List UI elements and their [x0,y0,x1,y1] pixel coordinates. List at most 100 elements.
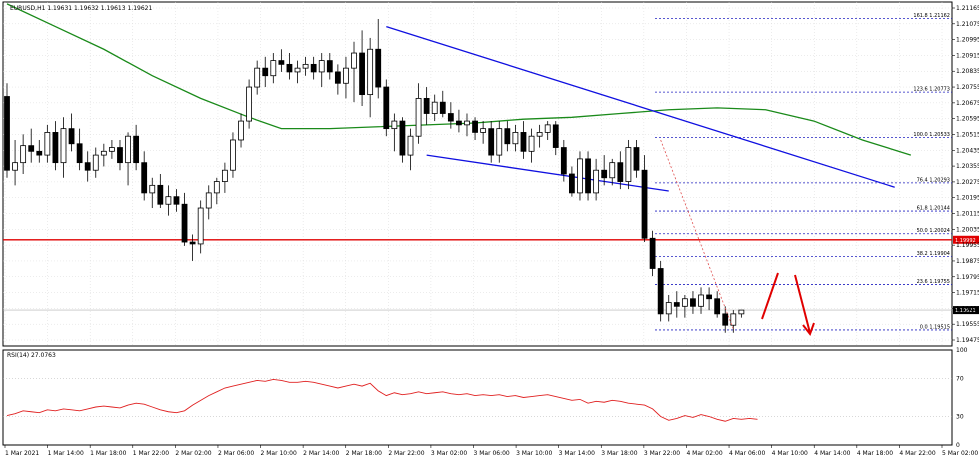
candles [4,19,745,333]
y-tick-label: 1.20595 [956,116,979,123]
y-tick-label: 1.19795 [956,274,979,281]
bear-candle [552,124,559,148]
bull-candle [294,67,301,73]
x-tick-label: 2 Mar 14:00 [303,450,339,457]
bear-candle [359,52,365,96]
x-tick-label: 2 Mar 22:00 [388,450,424,457]
bull-candle [92,154,99,171]
bear-candle [173,196,180,205]
x-axis: 1 Mar 2021 1 Mar 14:00 1 Mar 18:00 1 Mar 22… [4,445,978,457]
rsi-tick-label: 100 [956,347,968,354]
bull-candle [351,52,357,69]
fib-label: 123.6 1.20773 [913,87,950,93]
fib-label: 100.0 1.20533 [913,132,950,138]
bear-candle [657,268,664,315]
bear-candle [714,298,721,315]
bear-candle [488,128,495,156]
bull-candle [528,135,535,152]
bull-candle [12,162,18,171]
projection [660,139,815,337]
y-tick-label: 1.19875 [956,258,979,265]
bull-candle [593,169,600,194]
y-tick-label: 1.19555 [956,321,979,328]
bear-candle [28,145,35,152]
support-price-label: 1.19992 [955,238,976,244]
bull-candle [415,97,422,137]
bear-candle [375,48,382,88]
bull-candle [318,60,325,73]
x-tick-label: 3 Mar 06:00 [474,450,510,457]
bear-candle [690,298,696,307]
rsi-line [6,378,758,422]
bull-candle [609,162,616,179]
bull-candle [681,298,688,307]
bear-candle [399,120,406,156]
bear-candle [181,203,188,243]
bear-candle [36,150,43,156]
bear-candle [722,313,729,326]
y-tick-label: 1.20515 [956,131,979,138]
fib-label: 0.0 1.19515 [920,324,950,330]
bull-candle [343,67,349,84]
bull-candle [100,150,107,156]
bull-candle [464,120,470,126]
bull-candle [270,60,277,77]
current-price-box [953,306,979,315]
rsi-tick-label: 0 [956,442,960,449]
y-tick-label: 1.20115 [956,211,979,218]
bull-candle [302,63,309,69]
bear-candle [383,86,390,130]
y-tick-label: 1.21165 [956,5,979,12]
y-tick-label: 1.19635 [956,305,979,312]
x-tick-label: 3 Mar 02:00 [431,450,467,457]
y-axis: 1.21165 1.21075 1.20995 1.20915 1.20835 1.207… [952,5,979,344]
x-tick-label: 2 Mar 10:00 [261,450,297,457]
bull-candle [665,302,672,315]
bull-candle [625,147,632,182]
bear-candle [504,128,511,145]
bear-candle [520,132,527,152]
bear-candle [569,173,575,194]
x-tick-label: 1 Mar 2021 [5,450,39,457]
grid [3,2,952,346]
bull-candle [205,192,212,209]
bear-candle [633,147,640,171]
bull-candle [544,124,551,133]
bear-candle [617,162,624,182]
y-tick-label: 1.20835 [956,68,979,75]
bull-candle [165,196,172,205]
support-line: 1.19992 1.19621 [3,235,979,315]
x-tick-label: 2 Mar 02:00 [175,450,211,457]
y-tick-label: 1.19955 [956,242,979,249]
fib-label: 76.4 1.20293 [917,177,950,183]
bull-candle [238,120,244,141]
bull-candle [60,128,67,164]
bear-candle [286,63,293,73]
x-tick-label: 1 Mar 18:00 [90,450,126,457]
y-tick-label: 1.20195 [956,195,979,202]
y-tick-label: 1.20275 [956,179,979,186]
rsi-title: RSI(14) 27.0763 [7,352,56,359]
fib-label: 50.0 1.20024 [917,228,950,234]
x-tick-label: 1 Mar 22:00 [133,450,169,457]
bull-candle [512,132,519,145]
fib-label: 23.6 1.19755 [917,279,950,285]
bear-candle [76,143,83,164]
bull-candle [213,181,220,194]
y-tick-label: 1.20035 [956,226,979,233]
x-tick-label: 4 Mar 18:00 [857,450,893,457]
bull-candle [577,158,583,194]
rsi-tick-label: 70 [956,376,964,383]
x-tick-label: 3 Mar 18:00 [601,450,637,457]
bull-candle [149,184,156,194]
x-tick-label: 1 Mar 14:00 [48,450,84,457]
current-price-label: 1.19621 [955,308,976,314]
bear-candle [334,71,341,84]
y-tick-label: 1.19475 [956,337,979,344]
x-tick-label: 4 Mar 06:00 [729,450,765,457]
support-price-box [953,235,979,244]
bear-candle [117,147,123,164]
bull-candle [407,135,414,156]
